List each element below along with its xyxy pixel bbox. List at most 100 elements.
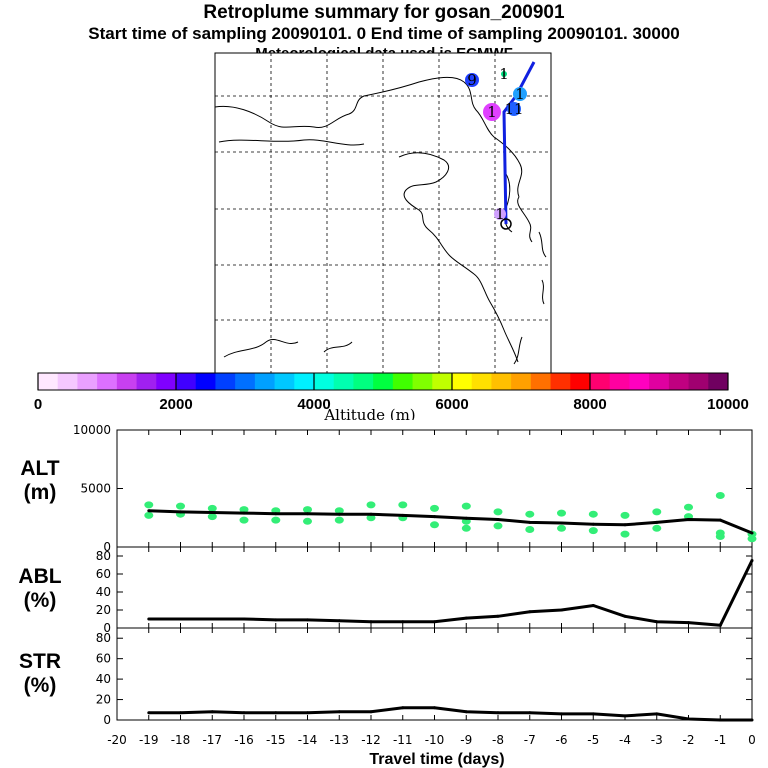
scatter-point: [303, 506, 312, 514]
map-marker-label: 11: [504, 100, 523, 118]
series-point: [337, 619, 341, 623]
series-point: [591, 522, 595, 526]
scatter-point: [461, 524, 471, 532]
colorbar-cell: [570, 373, 591, 390]
colorbar-cell: [471, 373, 492, 390]
x-tick-label: -6: [556, 733, 568, 747]
colorbar-cell: [590, 373, 611, 390]
scatter-point: [303, 517, 312, 525]
map-marker-label: 9: [467, 71, 477, 89]
map-marker-label: 1: [495, 205, 505, 223]
series-point: [687, 717, 690, 721]
x-tick-label: -1: [714, 733, 726, 747]
scatter-point: [334, 516, 344, 524]
scatter-point: [430, 504, 439, 512]
colorbar-cell: [195, 373, 216, 390]
colorbar-cell: [176, 373, 197, 390]
scatter-point: [207, 513, 217, 521]
series-point: [750, 718, 754, 722]
x-tick-label: -14: [298, 733, 318, 747]
alt-label-line-1: ALT: [20, 457, 60, 480]
str-label-line-2: (%): [23, 674, 57, 697]
series-point: [242, 617, 246, 621]
series-point: [433, 706, 436, 710]
colorbar-tick-label: 6000: [435, 396, 468, 413]
colorbar-cell: [254, 373, 276, 390]
colorbar-cell: [235, 373, 256, 390]
scatter-point: [652, 508, 662, 516]
str-label-line-1: STR: [19, 650, 61, 673]
x-tick-label: -7: [524, 733, 536, 747]
scatter-point: [557, 509, 566, 517]
scatter-point: [588, 527, 598, 535]
scatter-point: [588, 510, 598, 518]
series-point: [337, 512, 341, 516]
scatter-point: [557, 524, 566, 532]
colorbar-cell: [38, 373, 59, 390]
y-tick-label: 0: [103, 540, 111, 554]
scatter-point: [461, 502, 471, 510]
series-point: [401, 620, 405, 624]
x-tick-label: -17: [202, 733, 222, 747]
y-tick-label: 60: [96, 567, 111, 581]
scatter-point: [239, 516, 249, 524]
colorbar-cell: [392, 373, 414, 390]
scatter-point: [493, 508, 503, 516]
series-point: [718, 623, 722, 627]
x-tick-label: -15: [266, 733, 286, 747]
series-point: [274, 512, 278, 516]
colorbar-cell: [97, 373, 118, 390]
series-point: [560, 608, 563, 612]
x-tick-label: -2: [683, 733, 695, 747]
series-point: [274, 711, 278, 715]
x-tick-label: 0: [748, 733, 756, 747]
colorbar-cell: [116, 373, 138, 390]
colorbar-cell: [77, 373, 98, 390]
abl-label-line-1: ABL: [18, 565, 62, 588]
scatter-point: [144, 501, 154, 509]
x-tick-label: -8: [492, 733, 504, 747]
y-tick-label: 20: [96, 603, 111, 617]
scatter-point: [239, 506, 249, 514]
series-point: [687, 621, 690, 625]
scatter-point: [684, 503, 693, 511]
colorbar-cell: [314, 373, 335, 390]
scatter-point: [493, 522, 503, 530]
scatter-point: [366, 514, 376, 522]
str-axis-label: STR (%): [0, 650, 80, 698]
abl-axis-label: ABL (%): [0, 565, 80, 613]
map-marker-dot: [507, 102, 521, 116]
series-point: [718, 718, 722, 722]
x-tick-label: -5: [587, 733, 599, 747]
colorbar-cell: [333, 373, 354, 390]
series-point: [369, 710, 373, 714]
map-marker-dot: [501, 71, 507, 77]
series-point: [560, 712, 563, 716]
x-tick-label: -9: [460, 733, 472, 747]
y-tick-label: 80: [96, 549, 111, 563]
series-point: [337, 710, 341, 714]
colorbar-cell: [136, 373, 157, 390]
series-point: [433, 515, 436, 519]
colorbar-tick-label: 4000: [297, 396, 330, 413]
map-marker-label: 1: [515, 85, 525, 103]
scatter-point: [207, 504, 217, 512]
colorbar-cell: [353, 373, 374, 390]
map-marker-dot: [483, 103, 501, 121]
series-point: [306, 618, 309, 622]
series-point: [528, 610, 532, 614]
y-tick-label: 80: [96, 631, 111, 645]
x-tick-label: -20: [107, 733, 127, 747]
colorbar-cell: [550, 373, 571, 390]
x-tick-label: -4: [619, 733, 631, 747]
series-point: [623, 614, 627, 618]
x-tick-label: -13: [329, 733, 349, 747]
colorbar-label: Altitude (m): [323, 406, 415, 420]
altitude-colorbar: 0 2000 4000 6000 8000 10000 Altitude (m): [34, 372, 749, 420]
y-tick-label: 60: [96, 652, 111, 666]
x-tick-label: -10: [425, 733, 445, 747]
colorbar-cell: [491, 373, 512, 390]
colorbar-cell: [511, 373, 532, 390]
colorbar-cell: [373, 373, 394, 390]
